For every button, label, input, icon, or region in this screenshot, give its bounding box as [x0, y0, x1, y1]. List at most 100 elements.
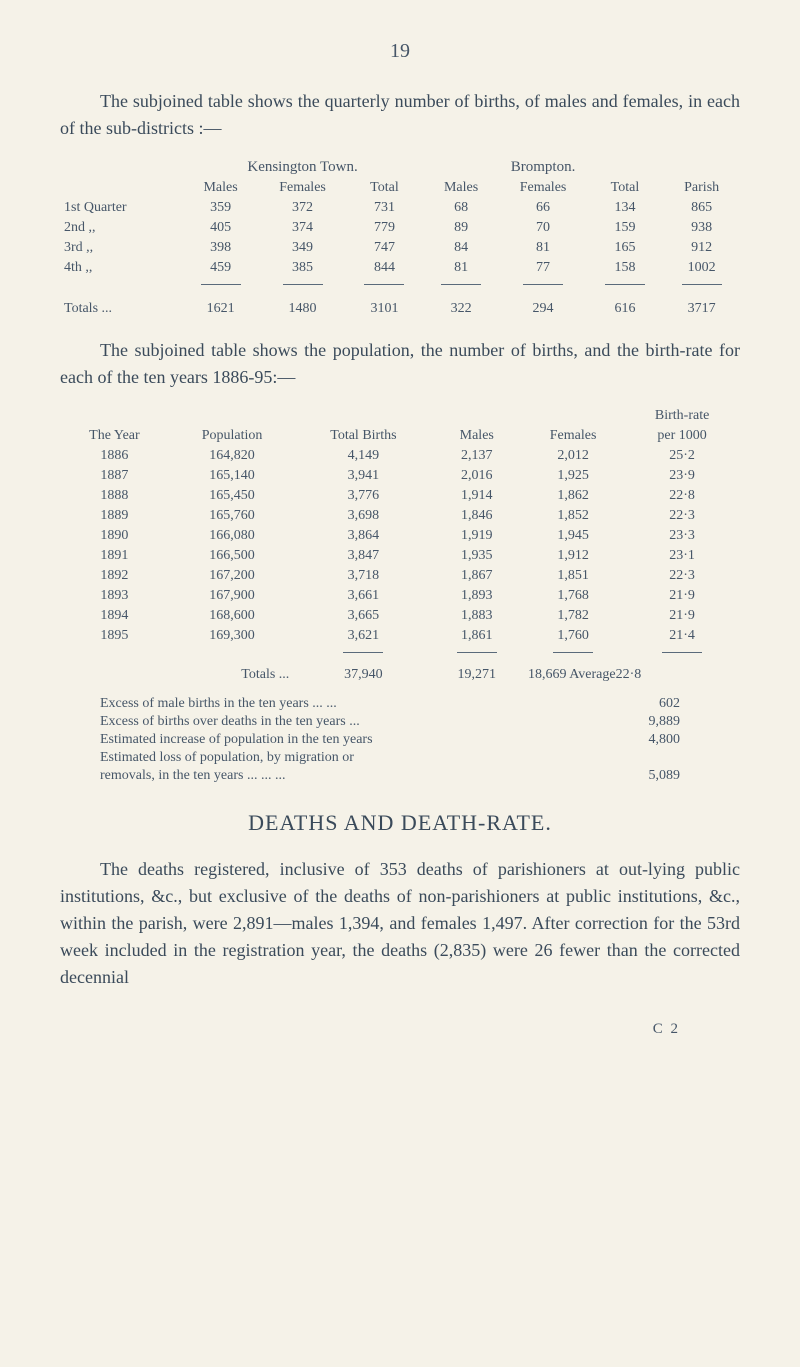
cell: 70	[499, 218, 586, 238]
col-males: Males	[182, 178, 259, 198]
cell: 616	[587, 291, 664, 319]
summary-value	[600, 750, 680, 766]
cell: 84	[423, 238, 500, 258]
cell: 159	[587, 218, 664, 238]
table1-totals-row: Totals ...1621148031013222946163717	[60, 291, 740, 319]
yearly-births-table: Birth-rate The Year Population Total Bir…	[60, 406, 740, 685]
cell: 1,867	[432, 566, 522, 586]
cell: 731	[346, 198, 423, 218]
cell-year: 1886	[60, 446, 169, 466]
cell: 23·9	[624, 466, 740, 486]
cell: 23·3	[624, 526, 740, 546]
deaths-paragraph: The deaths registered, inclusive of 353 …	[60, 856, 740, 991]
cell: 2,016	[432, 466, 522, 486]
col-males: Males	[423, 178, 500, 198]
col-females: Females	[259, 178, 346, 198]
cell: 3,864	[295, 526, 431, 546]
col-total-births: Total Births	[295, 426, 431, 446]
cell: 374	[259, 218, 346, 238]
cell: 1,768	[522, 586, 624, 606]
table2-row: 1889165,7603,6981,8461,85222·3	[60, 506, 740, 526]
cell: 3717	[663, 291, 740, 319]
summary-label: Estimated loss of population, by migrati…	[100, 750, 600, 766]
cell: 1,945	[522, 526, 624, 546]
cell: 22·3	[624, 566, 740, 586]
cell: 89	[423, 218, 500, 238]
summary-row: removals, in the ten years ... ... ...5,…	[100, 767, 740, 785]
cell: 165,140	[169, 466, 295, 486]
cell: 1,925	[522, 466, 624, 486]
cell: 3,718	[295, 566, 431, 586]
summary-row: Excess of births over deaths in the ten …	[100, 713, 740, 731]
cell-year: 1894	[60, 606, 169, 626]
cell: 81	[423, 258, 500, 278]
cell: 1,846	[432, 506, 522, 526]
row-label: 4th ,,	[60, 258, 182, 278]
cell: 18,669 Average22·8	[522, 659, 740, 685]
col-parish: Parish	[663, 178, 740, 198]
table2-row: 1893167,9003,6611,8931,76821·9	[60, 586, 740, 606]
summary-row: Excess of male births in the ten years .…	[100, 695, 740, 713]
cell: 37,940	[295, 659, 431, 685]
cell: 165,450	[169, 486, 295, 506]
region-kensington: Kensington Town.	[182, 157, 423, 178]
cell-year: 1889	[60, 506, 169, 526]
cell: 19,271	[432, 659, 522, 685]
totals-label: Totals ...	[169, 659, 295, 685]
region-brompton: Brompton.	[423, 157, 664, 178]
cell: 938	[663, 218, 740, 238]
cell: 164,820	[169, 446, 295, 466]
cell: 22·3	[624, 506, 740, 526]
cell: 322	[423, 291, 500, 319]
totals-label: Totals ...	[60, 291, 182, 319]
cell: 21·9	[624, 606, 740, 626]
table1-row: 3rd ,,3983497478481165912	[60, 238, 740, 258]
summary-value: 9,889	[600, 714, 680, 730]
cell: 294	[499, 291, 586, 319]
row-label: 2nd ,,	[60, 218, 182, 238]
cell: 167,900	[169, 586, 295, 606]
cell: 2,012	[522, 446, 624, 466]
cell: 1621	[182, 291, 259, 319]
signature-mark: C 2	[60, 1021, 740, 1038]
cell: 1,782	[522, 606, 624, 626]
quarterly-births-table: Kensington Town. Brompton. Males Females…	[60, 157, 740, 319]
cell: 1002	[663, 258, 740, 278]
col-females: Females	[522, 426, 624, 446]
table2-row: 1887165,1403,9412,0161,92523·9	[60, 466, 740, 486]
cell: 747	[346, 238, 423, 258]
summary-value: 4,800	[600, 732, 680, 748]
cell: 3,941	[295, 466, 431, 486]
col-birthrate-top: Birth-rate	[624, 406, 740, 426]
table2-row: 1886164,8204,1492,1372,01225·2	[60, 446, 740, 466]
page-number: 19	[60, 40, 740, 63]
cell: 3,776	[295, 486, 431, 506]
summary-label: Excess of births over deaths in the ten …	[100, 714, 600, 730]
cell: 3,847	[295, 546, 431, 566]
table2-row: 1890166,0803,8641,9191,94523·3	[60, 526, 740, 546]
cell: 1480	[259, 291, 346, 319]
cell-year: 1895	[60, 626, 169, 646]
cell: 3,661	[295, 586, 431, 606]
cell: 865	[663, 198, 740, 218]
cell-year: 1893	[60, 586, 169, 606]
cell: 779	[346, 218, 423, 238]
cell: 1,851	[522, 566, 624, 586]
cell: 1,883	[432, 606, 522, 626]
table1-header-row: Males Females Total Males Females Total …	[60, 178, 740, 198]
cell: 168,600	[169, 606, 295, 626]
cell: 165,760	[169, 506, 295, 526]
cell: 405	[182, 218, 259, 238]
row-label: 3rd ,,	[60, 238, 182, 258]
cell: 66	[499, 198, 586, 218]
row-label: 1st Quarter	[60, 198, 182, 218]
cell: 2,137	[432, 446, 522, 466]
summary-label: Estimated increase of population in the …	[100, 732, 600, 748]
cell-year: 1888	[60, 486, 169, 506]
cell: 1,893	[432, 586, 522, 606]
cell: 3,621	[295, 626, 431, 646]
cell-year: 1891	[60, 546, 169, 566]
cell: 4,149	[295, 446, 431, 466]
cell: 1,919	[432, 526, 522, 546]
cell: 398	[182, 238, 259, 258]
